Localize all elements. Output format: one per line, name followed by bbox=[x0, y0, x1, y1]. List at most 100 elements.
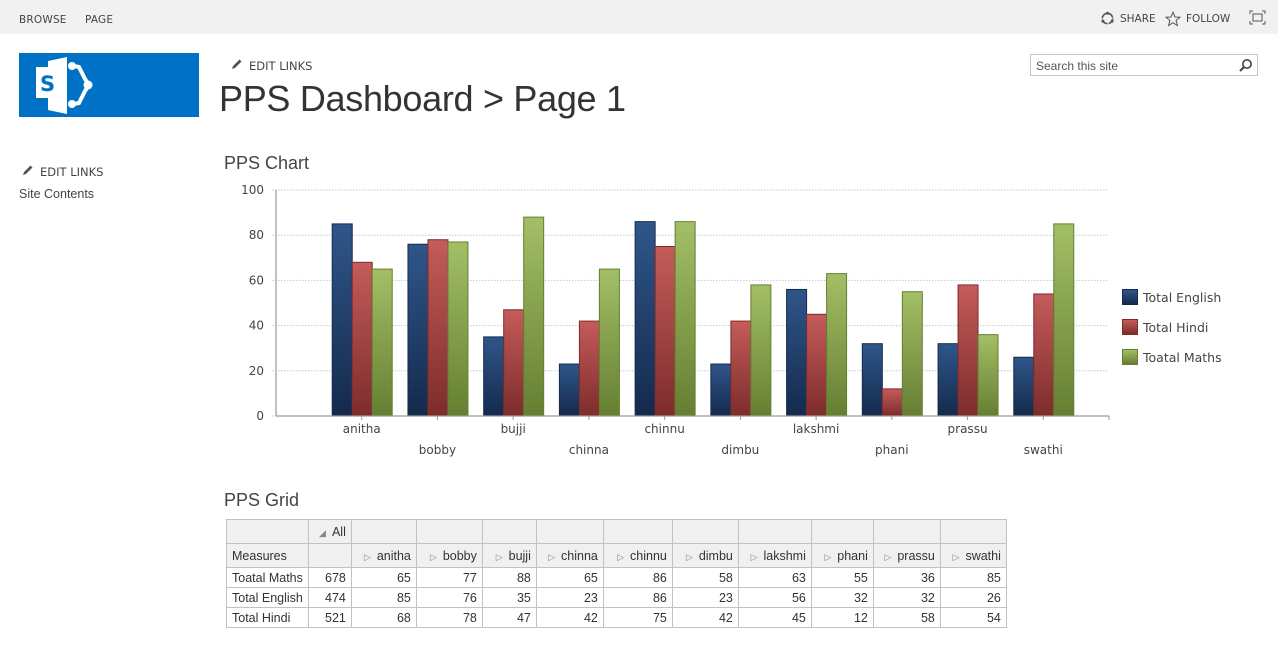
row-header[interactable]: Toatal Maths bbox=[226, 567, 309, 588]
bar-toatal-maths-phani[interactable] bbox=[901, 291, 923, 417]
bar-total-english-phani[interactable] bbox=[861, 343, 883, 417]
tab-page[interactable]: PAGE bbox=[85, 14, 114, 26]
legend-item-hindi[interactable]: Total Hindi bbox=[1122, 312, 1222, 342]
bar-total-hindi-prassu[interactable] bbox=[957, 284, 979, 417]
cell-value: 65 bbox=[350, 567, 417, 588]
grid-header-spacer bbox=[810, 519, 874, 544]
legend-swatch bbox=[1122, 319, 1138, 335]
legend-item-english[interactable]: Total English bbox=[1122, 282, 1222, 312]
bar-toatal-maths-chinnu[interactable] bbox=[674, 221, 696, 417]
bar-total-hindi-bujji[interactable] bbox=[503, 309, 525, 417]
grid-column-header-swathi[interactable]: ▷ swathi bbox=[939, 543, 1007, 568]
pps-chart[interactable]: 0 20 40 60 80 100 anitha bobby bujji chinna chinnu… bbox=[224, 180, 1278, 470]
legend-swatch bbox=[1122, 349, 1138, 365]
grid-header-spacer bbox=[350, 519, 417, 544]
grid-header-all[interactable]: ◢ All bbox=[307, 519, 352, 544]
cell-value: 86 bbox=[602, 567, 673, 588]
expand-triangle-icon: ▷ bbox=[429, 551, 437, 562]
y-tick-label: 80 bbox=[249, 228, 264, 242]
table-row: Toatal Maths 678 65 77 88 65 86 58 63 55 36 85 bbox=[226, 567, 1007, 588]
grid-header-spacer bbox=[481, 519, 537, 544]
bar-total-english-bujji[interactable] bbox=[483, 336, 505, 417]
bar-total-hindi-chinna[interactable] bbox=[578, 320, 600, 417]
grid-column-header-chinnu[interactable]: ▷ chinnu bbox=[602, 543, 673, 568]
bar-toatal-maths-bobby[interactable] bbox=[447, 241, 469, 417]
grid-column-header-chinna[interactable]: ▷ chinna bbox=[535, 543, 604, 568]
bar-total-hindi-bobby[interactable] bbox=[427, 239, 449, 417]
cell-value: 32 bbox=[872, 587, 941, 608]
bar-total-hindi-lakshmi[interactable] bbox=[806, 313, 828, 417]
follow-button[interactable]: FOLLOW bbox=[1165, 11, 1230, 27]
legend-item-maths[interactable]: Toatal Maths bbox=[1122, 342, 1222, 372]
quicklaunch-edit-links[interactable]: EDIT LINKS bbox=[21, 164, 103, 180]
cell-value: 35 bbox=[481, 587, 537, 608]
x-tick-label: chinnu bbox=[644, 422, 684, 436]
column-label: anitha bbox=[376, 548, 411, 563]
nav-site-contents[interactable]: Site Contents bbox=[19, 187, 95, 201]
grid-column-header-prassu[interactable]: ▷ prassu bbox=[872, 543, 941, 568]
bar-total-english-lakshmi[interactable] bbox=[786, 288, 808, 417]
bar-total-hindi-swathi[interactable] bbox=[1033, 293, 1055, 417]
search-input[interactable] bbox=[1031, 56, 1227, 76]
bar-total-hindi-phani[interactable] bbox=[881, 388, 903, 417]
share-button[interactable]: SHARE bbox=[1100, 11, 1156, 26]
cell-value: 88 bbox=[481, 567, 537, 588]
grid-column-header-anitha[interactable]: ▷ anitha bbox=[350, 543, 417, 568]
y-tick-label: 20 bbox=[249, 364, 264, 378]
x-tick-label: bujji bbox=[501, 422, 526, 436]
bar-total-english-anitha[interactable] bbox=[331, 223, 353, 417]
bar-toatal-maths-prassu[interactable] bbox=[977, 334, 999, 417]
x-tick-label: prassu bbox=[948, 422, 988, 436]
bar-total-hindi-anitha[interactable] bbox=[351, 261, 373, 417]
expand-triangle-icon: ▷ bbox=[750, 551, 758, 562]
grid-column-header-bujji[interactable]: ▷ bujji bbox=[481, 543, 537, 568]
bar-total-english-swathi[interactable] bbox=[1013, 356, 1035, 417]
grid-column-header-bobby[interactable]: ▷ bobby bbox=[415, 543, 483, 568]
cell-value: 58 bbox=[671, 567, 739, 588]
search-icon[interactable] bbox=[1238, 58, 1253, 77]
column-label: prassu bbox=[897, 548, 935, 563]
y-tick-label: 0 bbox=[256, 409, 264, 423]
sharepoint-logo[interactable]: S bbox=[19, 53, 199, 117]
bar-toatal-maths-chinna[interactable] bbox=[598, 268, 620, 417]
cell-value: 56 bbox=[737, 587, 812, 608]
bar-toatal-maths-lakshmi[interactable] bbox=[826, 273, 848, 417]
cell-value: 54 bbox=[939, 607, 1007, 628]
focus-mode-button[interactable] bbox=[1249, 10, 1266, 25]
bar-total-hindi-chinnu[interactable] bbox=[654, 246, 676, 417]
bar-toatal-maths-anitha[interactable] bbox=[371, 268, 393, 417]
bar-total-english-bobby[interactable] bbox=[407, 243, 429, 417]
bar-toatal-maths-swathi[interactable] bbox=[1053, 223, 1075, 417]
grid-measures-header: Measures bbox=[226, 543, 309, 568]
grid-column-header-lakshmi[interactable]: ▷ lakshmi bbox=[737, 543, 812, 568]
bar-total-english-prassu[interactable] bbox=[937, 343, 959, 417]
bar-toatal-maths-dimbu[interactable] bbox=[750, 284, 772, 417]
bar-total-english-dimbu[interactable] bbox=[710, 363, 732, 417]
y-tick-label: 100 bbox=[241, 183, 264, 197]
bar-toatal-maths-bujji[interactable] bbox=[523, 216, 545, 417]
cell-value: 78 bbox=[415, 607, 483, 628]
cell-value: 36 bbox=[872, 567, 941, 588]
row-header[interactable]: Total English bbox=[226, 587, 309, 608]
pencil-icon bbox=[21, 164, 34, 180]
pencil-icon bbox=[230, 58, 243, 74]
cell-value: 58 bbox=[872, 607, 941, 628]
grid-column-header-phani[interactable]: ▷ phani bbox=[810, 543, 874, 568]
cell-value: 23 bbox=[671, 587, 739, 608]
share-label: SHARE bbox=[1120, 12, 1156, 25]
search-box bbox=[1030, 54, 1258, 76]
tab-browse[interactable]: BROWSE bbox=[19, 14, 67, 26]
header-edit-links[interactable]: EDIT LINKS bbox=[230, 58, 312, 74]
row-header[interactable]: Total Hindi bbox=[226, 607, 309, 628]
expand-triangle-icon: ▷ bbox=[952, 551, 960, 562]
bar-total-hindi-dimbu[interactable] bbox=[730, 320, 752, 417]
bar-total-english-chinna[interactable] bbox=[558, 363, 580, 417]
bar-total-english-chinnu[interactable] bbox=[634, 221, 656, 417]
star-icon bbox=[1165, 11, 1181, 27]
grid-header-blank bbox=[307, 543, 352, 568]
grid-column-header-dimbu[interactable]: ▷ dimbu bbox=[671, 543, 739, 568]
collapse-triangle-icon: ◢ bbox=[319, 527, 326, 538]
cell-value: 23 bbox=[535, 587, 604, 608]
cell-value: 47 bbox=[481, 607, 537, 628]
page-title: PPS Dashboard > Page 1 bbox=[219, 78, 626, 119]
